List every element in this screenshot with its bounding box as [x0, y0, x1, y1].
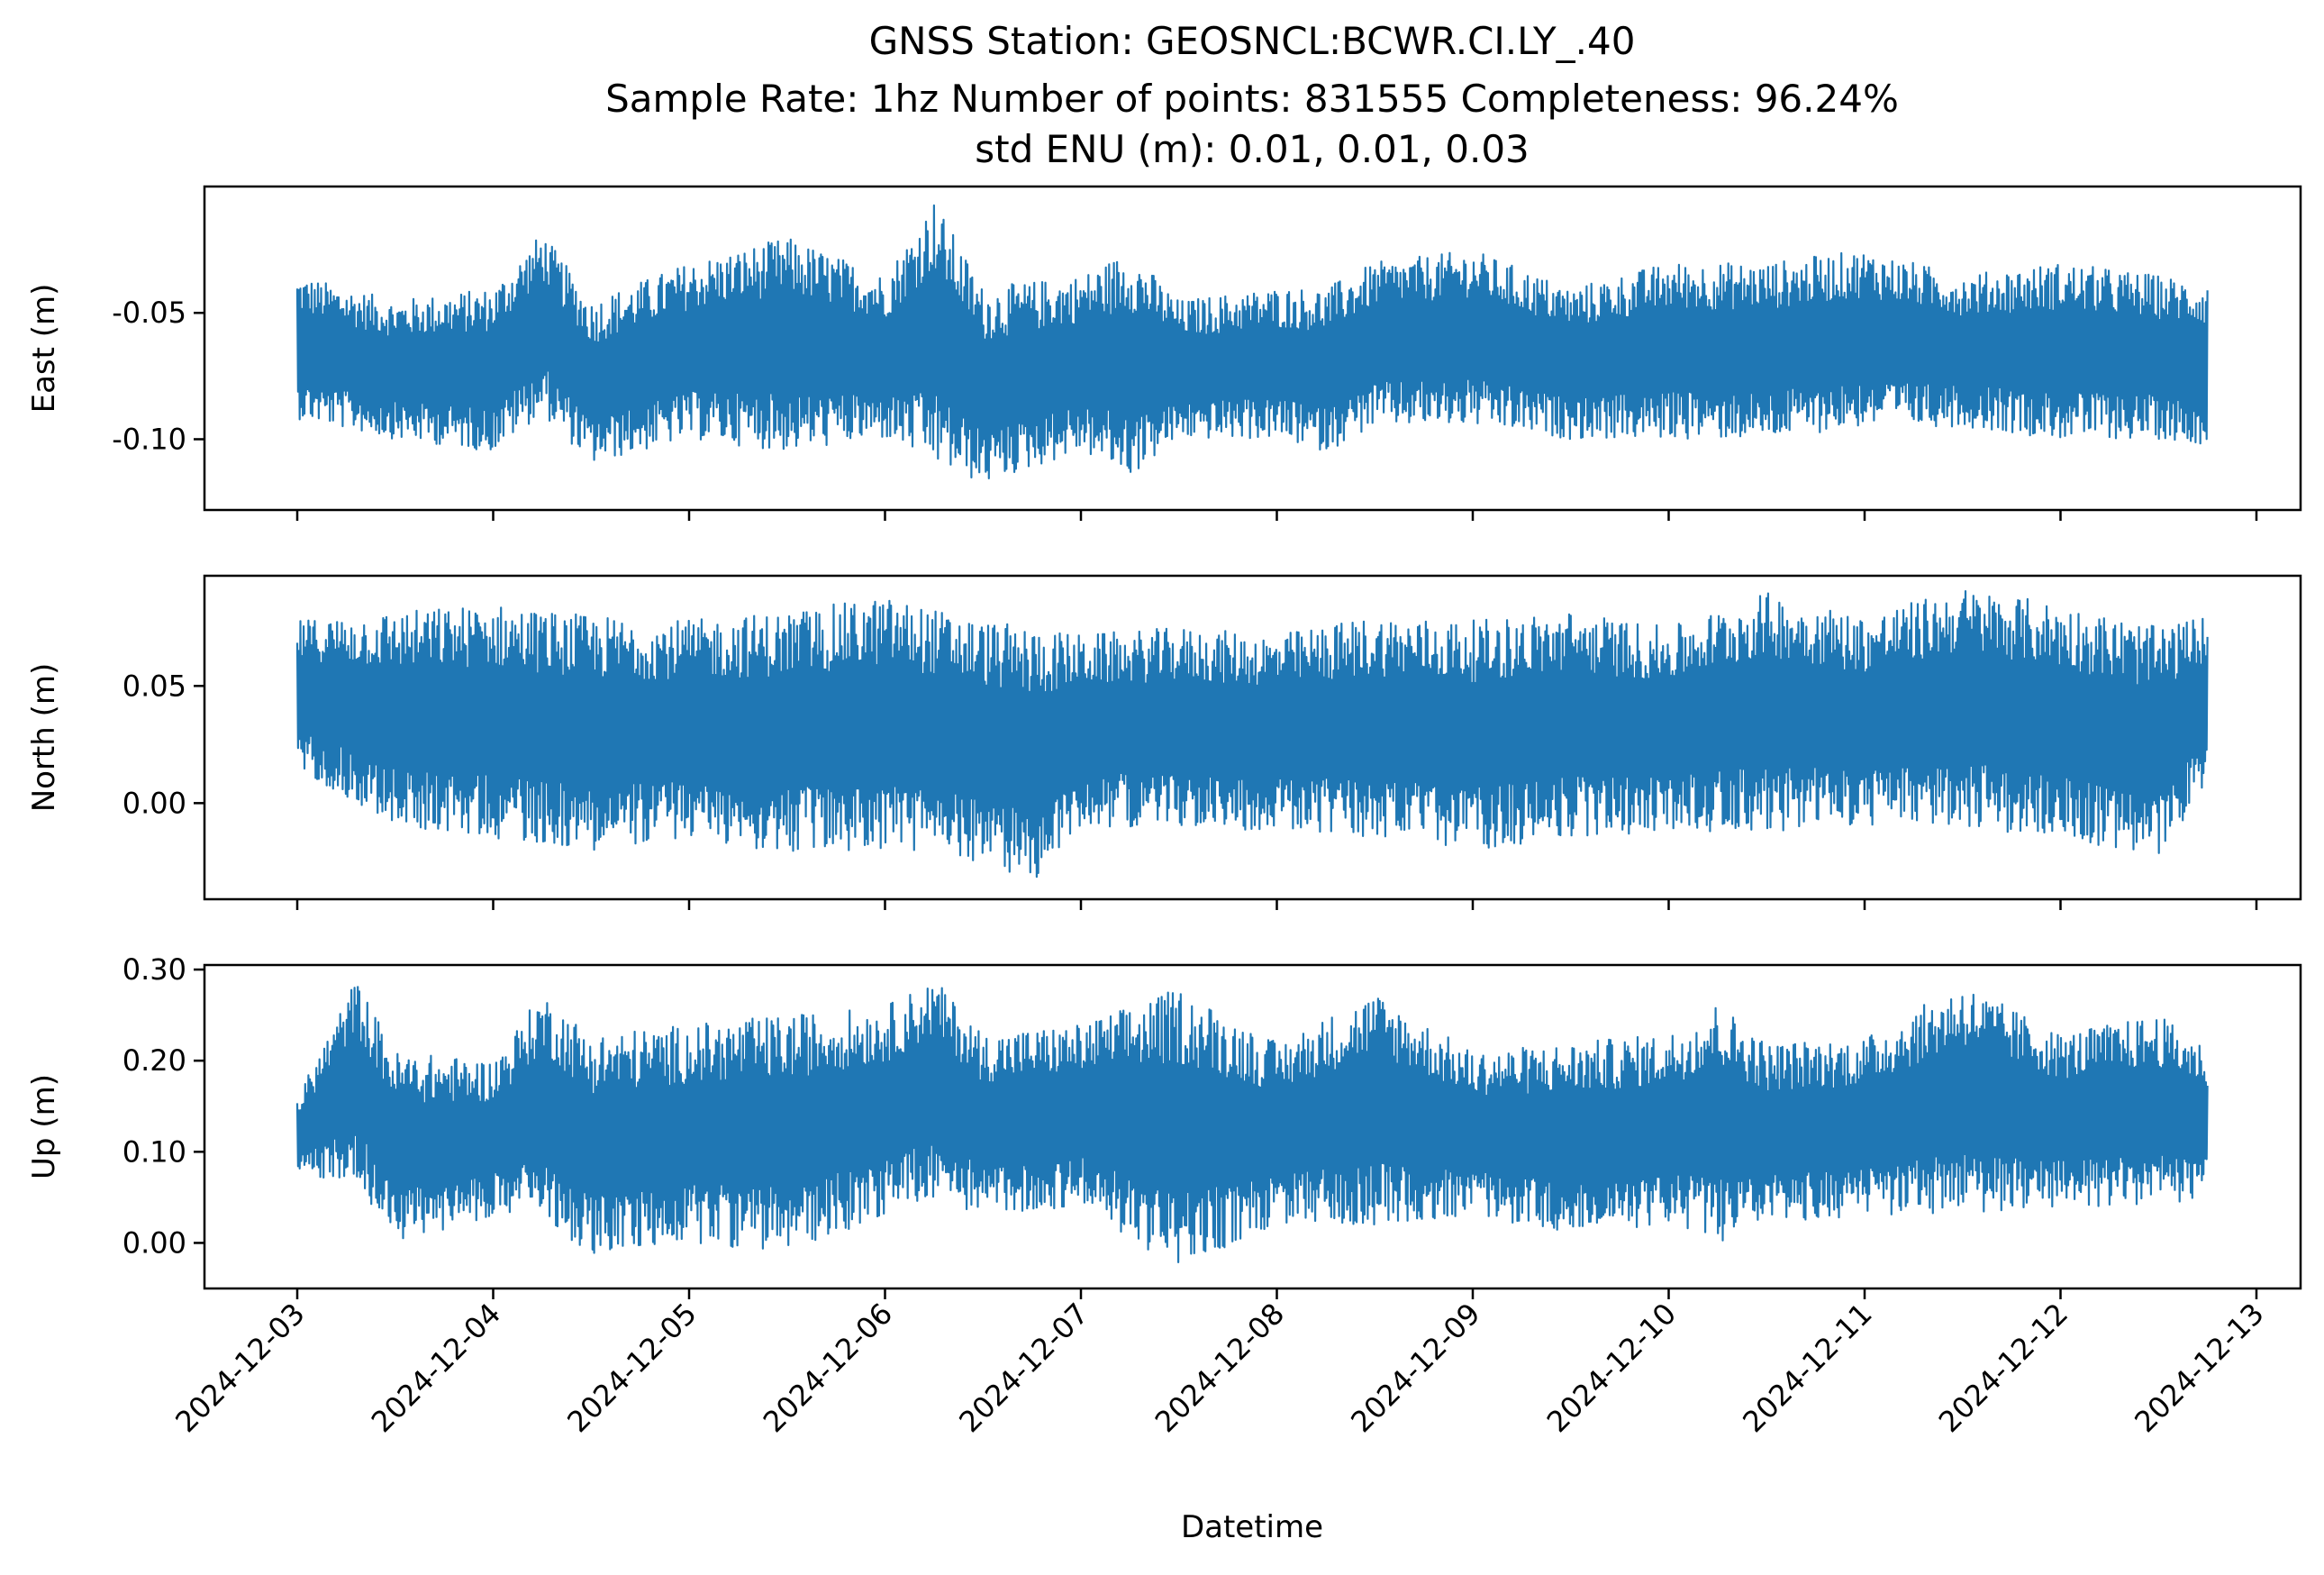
east-y-axis-label: East (m)	[26, 284, 62, 414]
north-ytick-label: 0.00	[123, 786, 186, 820]
up-series-line	[295, 986, 2209, 1264]
title-line-1: GNSS Station: GEOSNCL:BCWR.CI.LY_.40	[869, 19, 1636, 63]
east-ytick-label: -0.05	[112, 296, 186, 330]
north-series-line	[295, 589, 2209, 879]
subplot-north: 0.05 0.00 North (m)	[26, 574, 2302, 910]
east-axes-frame	[203, 185, 2302, 512]
title-line-2: Sample Rate: 1hz Number of points: 83155…	[605, 77, 1899, 121]
up-ytick-label: 0.30	[123, 952, 186, 987]
subplot-east: -0.05 -0.10 East (m)	[26, 185, 2302, 521]
up-ytick-label: 0.00	[123, 1225, 186, 1260]
up-y-axis-label: Up (m)	[26, 1074, 62, 1179]
up-ytick-label: 0.20	[123, 1043, 186, 1078]
subplot-up: 0.30 0.20 0.10 0.00 Up (m)	[26, 952, 2302, 1299]
title-line-3: std ENU (m): 0.01, 0.01, 0.03	[975, 127, 1530, 171]
up-ytick-label: 0.10	[123, 1134, 186, 1169]
north-ytick-label: 0.05	[123, 669, 186, 703]
north-y-axis-label: North (m)	[26, 663, 62, 813]
east-ytick-label: -0.10	[112, 422, 186, 456]
up-axes-frame	[203, 963, 2302, 1290]
north-axes-frame	[203, 574, 2302, 901]
east-series-line	[295, 204, 2209, 480]
x-axis-label: Datetime	[1181, 1509, 1323, 1545]
